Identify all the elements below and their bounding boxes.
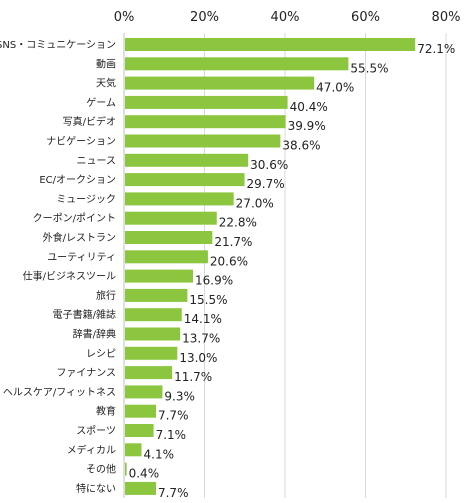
category-label: 仕事/ビジネスツール [23,270,116,283]
x-tick-label: 80% [432,10,461,25]
category-label: ユーティリティ [47,252,116,263]
category-label: 教育 [96,405,116,418]
category-label: レシピ [86,348,116,360]
bars [125,38,416,495]
value-label: 9.3% [164,389,195,403]
bar [125,404,156,418]
bar [125,481,156,495]
category-label: 旅行 [96,289,116,302]
category-label: クーポン/ポイント [33,213,116,225]
bar [125,269,194,283]
value-label: 14.1% [184,312,222,326]
value-labels: 72.1% 55.5% 47.0% 40.4% 39.9% 38.6% 30.6% 29.7%… [129,42,456,500]
gridlines [123,33,447,498]
bar [125,250,208,264]
category-label: 写真/ビデオ [63,115,116,128]
bar [125,443,142,457]
value-label: 15.5% [189,293,227,307]
bar [125,327,181,341]
value-label: 7.7% [158,409,189,423]
bar [125,95,288,109]
category-label: ナビゲーション [46,136,116,148]
value-label: 27.0% [236,196,274,210]
category-label: スポーツ [76,425,116,437]
category-label: ゲーム [86,97,116,109]
value-label: 22.8% [219,216,257,230]
x-tick-label: 40% [271,10,300,25]
x-tick-label: 20% [190,10,219,25]
value-label: 30.6% [250,158,288,172]
category-label: ミュージック [56,193,116,205]
category-label: ファイナンス [56,367,116,379]
category-label: 特にない [76,483,116,495]
bar [125,153,249,167]
bar [125,173,245,187]
category-label: メディカル [67,443,116,456]
value-label: 0.4% [129,467,160,481]
category-label: 辞書/辞典 [73,328,116,341]
category-label: SNS・コミュニケーション [0,39,116,51]
value-label: 20.6% [210,254,248,268]
bar [125,385,163,399]
value-label: 7.7% [158,486,189,500]
value-label: 4.1% [144,447,175,461]
category-label: EC/オークション [39,174,116,186]
bar [125,38,416,51]
bar [125,211,217,225]
value-label: 29.7% [247,177,285,191]
bar [125,308,182,322]
bar [125,424,154,437]
value-label: 13.0% [179,351,217,365]
bar [125,288,188,302]
category-label: ニュース [77,156,117,167]
category-label: 外食/レストラン [43,231,116,244]
value-label: 39.9% [288,119,326,133]
bar [125,134,281,148]
bar [125,76,315,90]
value-label: 40.4% [290,100,328,114]
bar [125,115,286,129]
bar [125,231,213,244]
bar [125,462,127,476]
bar [125,366,173,380]
value-label: 38.6% [282,139,320,153]
value-label: 21.7% [214,235,252,249]
bar [125,346,178,360]
category-label: 電子書籍/雑誌 [53,308,116,321]
value-label: 16.9% [195,274,233,288]
category-label: その他 [86,463,116,476]
value-label: 11.7% [174,370,212,384]
value-label: 55.5% [350,61,388,75]
category-label: 天気 [96,77,116,90]
x-axis-ticks: 0% 20% 40% 60% 80% [114,10,461,25]
x-tick-label: 60% [351,10,380,25]
bar [125,57,349,71]
x-tick-label: 0% [114,10,135,25]
bar [125,192,234,206]
category-label: ヘルスケア/フィットネス [3,386,116,398]
category-label: 動画 [96,57,116,70]
value-label: 7.1% [156,428,187,442]
value-label: 47.0% [316,81,354,95]
value-label: 72.1% [417,42,455,56]
value-label: 13.7% [182,332,220,346]
